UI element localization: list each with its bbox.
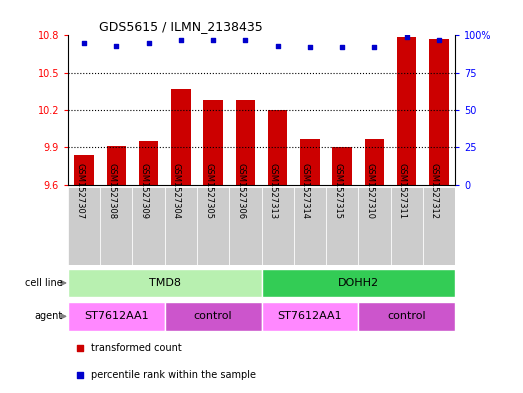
Text: percentile rank within the sample: percentile rank within the sample bbox=[91, 370, 256, 380]
Bar bbox=[423, 187, 455, 265]
Point bbox=[112, 43, 120, 49]
Text: GSM1527312: GSM1527312 bbox=[430, 163, 439, 219]
Bar bbox=[268, 110, 287, 185]
Bar bbox=[100, 187, 132, 265]
Point bbox=[209, 37, 218, 43]
Text: GSM1527304: GSM1527304 bbox=[172, 163, 181, 219]
Bar bbox=[429, 39, 449, 185]
Text: transformed count: transformed count bbox=[91, 343, 182, 353]
Text: control: control bbox=[194, 311, 232, 321]
Text: GSM1527307: GSM1527307 bbox=[75, 163, 84, 219]
Bar bbox=[203, 100, 223, 185]
Text: GSM1527305: GSM1527305 bbox=[204, 163, 213, 219]
Bar bbox=[165, 187, 197, 265]
Bar bbox=[236, 100, 255, 185]
Bar bbox=[358, 187, 391, 265]
Bar bbox=[139, 141, 158, 185]
Bar bbox=[365, 139, 384, 185]
Text: agent: agent bbox=[35, 311, 63, 321]
Text: GSM1527311: GSM1527311 bbox=[397, 163, 407, 219]
Text: GSM1527306: GSM1527306 bbox=[236, 163, 245, 219]
Bar bbox=[333, 147, 352, 185]
Text: GSM1527315: GSM1527315 bbox=[333, 163, 342, 219]
Bar bbox=[397, 37, 416, 185]
Point bbox=[144, 40, 153, 46]
Bar bbox=[326, 187, 358, 265]
Bar bbox=[229, 187, 262, 265]
Point bbox=[403, 34, 411, 40]
Text: ST7612AA1: ST7612AA1 bbox=[84, 311, 149, 321]
Bar bbox=[68, 269, 262, 297]
Point bbox=[338, 44, 346, 50]
Bar bbox=[68, 187, 100, 265]
Text: GSM1527308: GSM1527308 bbox=[107, 163, 116, 219]
Bar bbox=[262, 187, 294, 265]
Point bbox=[241, 37, 249, 43]
Text: GSM1527313: GSM1527313 bbox=[269, 163, 278, 219]
Point bbox=[370, 44, 379, 50]
Bar bbox=[132, 187, 165, 265]
Bar bbox=[171, 89, 190, 185]
Text: GSM1527309: GSM1527309 bbox=[140, 163, 149, 219]
Text: GSM1527314: GSM1527314 bbox=[301, 163, 310, 219]
Bar bbox=[74, 155, 94, 185]
Bar bbox=[300, 139, 320, 185]
Point bbox=[305, 44, 314, 50]
Point bbox=[80, 40, 88, 46]
Bar bbox=[68, 302, 165, 331]
Bar bbox=[107, 146, 126, 185]
Bar bbox=[262, 269, 455, 297]
Bar bbox=[391, 187, 423, 265]
Point bbox=[274, 43, 282, 49]
Text: DOHH2: DOHH2 bbox=[338, 278, 379, 288]
Point bbox=[75, 345, 84, 351]
Point bbox=[75, 372, 84, 378]
Bar bbox=[197, 187, 229, 265]
Bar bbox=[165, 302, 262, 331]
Text: cell line: cell line bbox=[25, 278, 63, 288]
Text: ST7612AA1: ST7612AA1 bbox=[278, 311, 342, 321]
Text: TMD8: TMD8 bbox=[149, 278, 181, 288]
Text: GDS5615 / ILMN_2138435: GDS5615 / ILMN_2138435 bbox=[99, 20, 263, 33]
Bar bbox=[262, 302, 358, 331]
Point bbox=[435, 37, 443, 43]
Text: control: control bbox=[388, 311, 426, 321]
Bar bbox=[358, 302, 455, 331]
Text: GSM1527310: GSM1527310 bbox=[366, 163, 374, 219]
Bar bbox=[294, 187, 326, 265]
Point bbox=[177, 37, 185, 43]
